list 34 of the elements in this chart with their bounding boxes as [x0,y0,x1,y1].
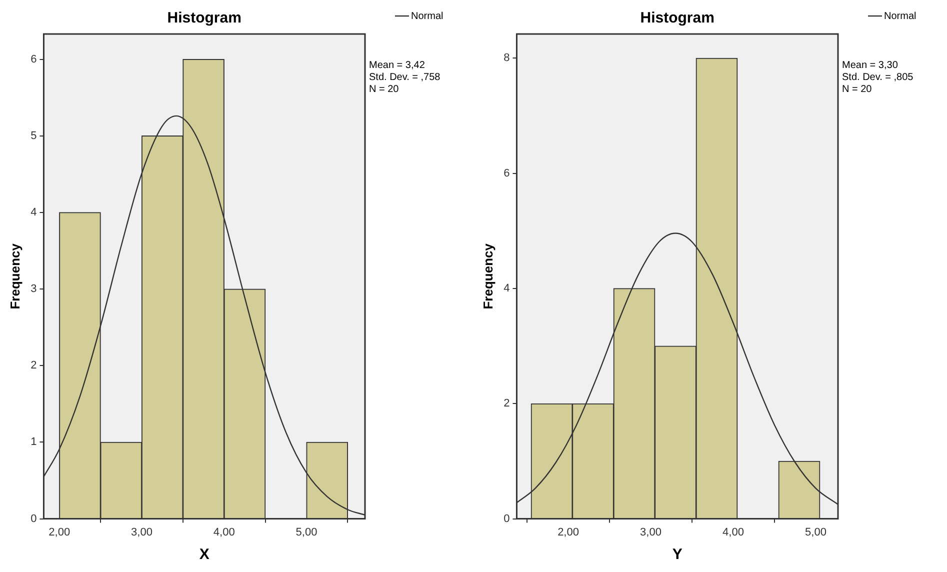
y-tick-label: 5 [30,130,37,142]
x-tick-label: 5,00 [805,526,826,538]
chart-title: Histogram [167,10,242,27]
x-tick-label: 5,00 [296,526,318,538]
legend-label: Normal [411,10,444,22]
legend-label: Normal [884,10,916,22]
text: N = 20 [369,84,400,95]
y-tick-label: 0 [504,512,510,525]
x-tick-label: 2,00 [48,526,70,538]
y-axis-title: Frequency [7,242,22,310]
x-tick-label: 4,00 [213,526,235,538]
x-axis-title: Y [672,546,682,564]
y-axis-title: Frequency [480,242,496,310]
x-tick-label: 3,00 [131,526,152,538]
text: Std. Dev. = ,805 [842,72,914,83]
y-tick-label: 8 [504,52,510,64]
x-tick-label: 2,00 [558,526,579,538]
y-tick-label: 6 [504,167,510,180]
y-tick-label: 3 [30,283,37,296]
text: Mean = 3,42 [369,60,426,71]
text: Mean = 3,30 [842,60,898,71]
text: Std. Dev. = ,758 [369,72,441,83]
y-tick-label: 6 [30,53,37,66]
chart-title: Histogram [640,10,714,27]
x-axis-title: X [199,546,210,564]
x-tick-label: 3,00 [640,526,662,538]
text: N = 20 [842,84,872,95]
x-tick-label: 4,00 [722,526,744,538]
y-tick-label: 2 [504,398,510,410]
y-tick-label: 2 [30,360,37,372]
y-tick-label: 4 [504,282,510,295]
y-tick-label: 1 [30,436,37,448]
y-tick-label: 4 [30,206,37,218]
y-tick-label: 0 [30,512,37,525]
